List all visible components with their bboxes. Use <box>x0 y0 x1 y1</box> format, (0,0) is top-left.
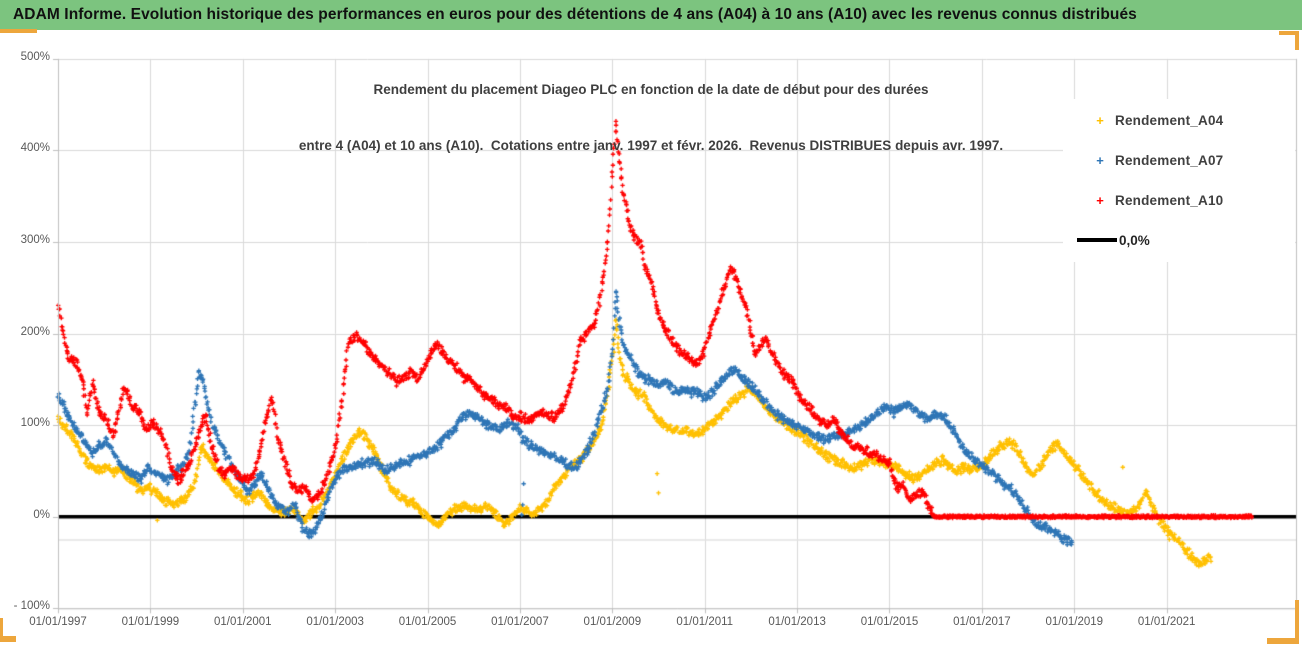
x-tick-label: 01/01/2013 <box>768 616 826 629</box>
gold-frame-bottom-left <box>0 618 16 642</box>
gold-frame-top-left <box>0 29 37 33</box>
legend-label: 0,0% <box>1119 232 1150 248</box>
chart-title: Rendement du placement Diageo PLC en fon… <box>121 44 1181 174</box>
y-tick-label: - 100% <box>13 600 50 613</box>
x-tick-label: 01/01/2021 <box>1137 616 1196 629</box>
x-tick-label: 01/01/2019 <box>1045 616 1104 629</box>
x-tick-label: 01/01/2003 <box>306 616 364 629</box>
legend-label: Rendement_A10 <box>1115 192 1224 208</box>
legend-label: Rendement_A07 <box>1115 153 1224 169</box>
plus-marker-icon: + <box>1096 113 1104 129</box>
y-tick-label: 500% <box>20 50 50 63</box>
chart-title-line2: entre 4 (A04) et 10 ans (A10). Cotations… <box>298 137 1004 153</box>
x-tick-label: 01/01/2015 <box>860 616 919 629</box>
y-tick-label: 0% <box>33 508 50 521</box>
legend-item-a07: + Rendement_A07 <box>1063 146 1295 176</box>
x-tick-label: 01/01/2007 <box>491 616 549 629</box>
legend-item-zero-line: 0,0% <box>1063 225 1295 255</box>
x-tick-label: 01/01/1999 <box>121 616 180 629</box>
x-tick-label: 01/01/1997 <box>29 616 87 629</box>
legend-item-a10: + Rendement_A10 <box>1063 185 1295 215</box>
plus-marker-icon: + <box>1096 192 1104 208</box>
y-tick-label: 300% <box>20 234 50 247</box>
x-tick-label: 01/01/2009 <box>583 616 642 629</box>
x-tick-label: 01/01/2011 <box>676 616 734 629</box>
y-tick-label: 200% <box>20 325 50 338</box>
y-tick-label: 100% <box>20 417 50 430</box>
line-swatch-icon <box>1077 238 1117 243</box>
gold-frame-bottom-right <box>1267 600 1299 644</box>
page-title: ADAM Informe. Evolution historique des p… <box>13 6 1137 23</box>
legend: + Rendement_A04 + Rendement_A07 + Rendem… <box>1063 99 1295 262</box>
x-tick-label: 01/01/2017 <box>953 616 1011 629</box>
x-tick-label: 01/01/2005 <box>398 616 457 629</box>
legend-label: Rendement_A04 <box>1115 113 1224 129</box>
chart-title-line1: Rendement du placement Diageo PLC en fon… <box>373 82 929 97</box>
gold-frame-top-right <box>1279 31 1299 50</box>
page-header: ADAM Informe. Evolution historique des p… <box>0 0 1302 30</box>
legend-item-a04: + Rendement_A04 <box>1063 106 1295 136</box>
y-tick-label: 400% <box>20 142 50 155</box>
x-tick-label: 01/01/2001 <box>213 616 272 629</box>
plus-marker-icon: + <box>1096 153 1104 169</box>
